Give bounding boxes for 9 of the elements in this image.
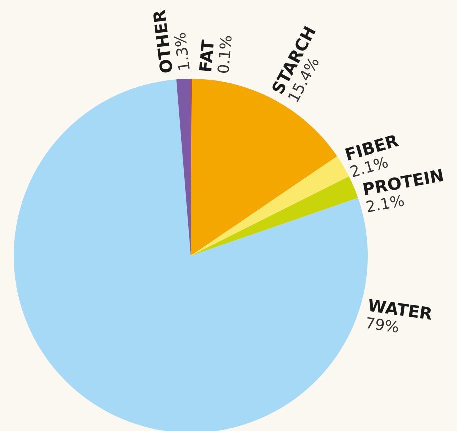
data-label: 2.1% <box>366 194 405 213</box>
data-label: 0.1% <box>217 36 232 74</box>
data-label: 1.3% <box>174 32 190 70</box>
data-label: 79% <box>366 317 400 333</box>
pie-slice <box>176 79 191 256</box>
slice-label: FAT <box>199 40 214 72</box>
pie-slice <box>191 176 358 256</box>
slice-label: OTHER <box>152 10 174 74</box>
slice-label: WATER <box>368 299 433 320</box>
